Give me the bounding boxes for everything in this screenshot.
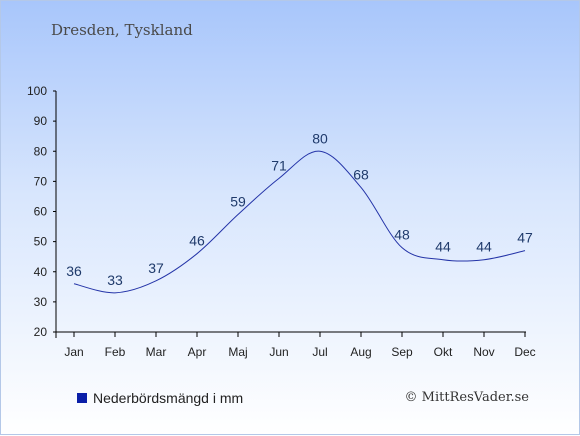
data-label: 80	[312, 130, 328, 146]
data-label: 47	[517, 230, 533, 246]
series-line	[73, 150, 526, 294]
legend-swatch	[77, 393, 87, 403]
data-label: 44	[476, 239, 492, 255]
x-tick-label: Apr	[188, 345, 207, 359]
legend: Nederbördsmängd i mm	[77, 390, 243, 406]
x-tick-label: Jun	[269, 345, 288, 359]
x-tick-label: Okt	[434, 345, 453, 359]
x-tick-label: Aug	[350, 345, 371, 359]
y-tick-label: 60	[34, 205, 48, 219]
x-tick-label: Sep	[391, 345, 413, 359]
y-tick-label: 40	[34, 265, 48, 279]
x-tick-label: Feb	[105, 345, 126, 359]
y-tick-label: 30	[34, 295, 48, 309]
y-tick-label: 50	[34, 235, 48, 249]
y-tick-label: 90	[34, 114, 48, 128]
copyright-text: © MittResVader.se	[404, 390, 529, 405]
y-tick-label: 80	[34, 144, 48, 158]
y-tick-label: 100	[27, 84, 47, 98]
data-label: 37	[148, 260, 164, 276]
legend-label: Nederbördsmängd i mm	[93, 390, 244, 406]
x-tick-label: Jul	[312, 345, 327, 359]
chart-title: Dresden, Tyskland	[51, 21, 193, 39]
data-label: 68	[353, 166, 369, 182]
data-label: 71	[271, 157, 287, 173]
data-label: 44	[435, 239, 451, 255]
x-tick-label: Maj	[228, 345, 247, 359]
y-tick-label: 20	[34, 325, 48, 339]
x-tick-label: Dec	[514, 345, 535, 359]
x-tick-label: Mar	[146, 345, 167, 359]
y-tick-label: 70	[34, 174, 48, 188]
x-tick-label: Nov	[473, 345, 494, 359]
data-label: 33	[107, 272, 123, 288]
x-tick-label: Jan	[64, 345, 83, 359]
data-label: 46	[189, 233, 205, 249]
data-label: 36	[66, 263, 82, 279]
data-label: 59	[230, 194, 246, 210]
data-label: 48	[394, 227, 410, 243]
